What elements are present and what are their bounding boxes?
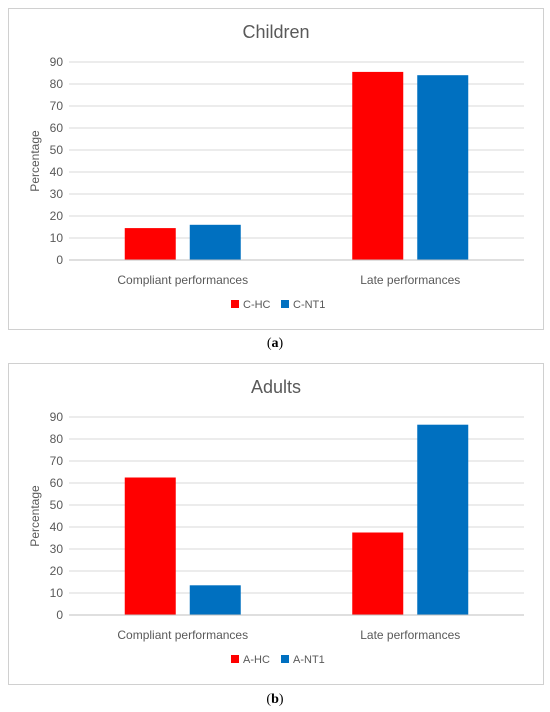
- y-tick-label: 90: [50, 410, 64, 424]
- chart-title: Adults: [251, 377, 301, 397]
- y-axis-label: Percentage: [28, 130, 42, 192]
- y-tick-label: 60: [50, 476, 64, 490]
- x-category-label: Compliant performances: [117, 273, 248, 287]
- legend-label: A-HC: [243, 654, 270, 666]
- y-tick-label: 60: [50, 121, 64, 135]
- y-tick-label: 20: [50, 209, 64, 223]
- bar-c-nt1-0: [189, 224, 241, 260]
- y-tick-label: 30: [50, 542, 64, 556]
- legend-swatch-c-nt1: [281, 300, 289, 308]
- caption-b: (b): [266, 692, 284, 707]
- y-tick-label: 30: [50, 187, 64, 201]
- chart-children: Children 0 10 20 30 40 50 60 70 80 90 Percentage Com…: [28, 22, 524, 311]
- bar-a-hc-0: [124, 477, 176, 615]
- caption-a: (a): [266, 336, 284, 351]
- y-tick-label: 40: [50, 165, 64, 179]
- x-category-label: Compliant performances: [117, 628, 248, 642]
- y-tick-label: 80: [50, 432, 64, 446]
- bar-c-nt1-1: [417, 75, 469, 260]
- x-category-label: Late performances: [360, 273, 460, 287]
- chart-panel-adults: Adults 0 10 20 30 40 50 60 70 80 90 Percentage Compl…: [8, 363, 544, 685]
- y-tick-label: 50: [50, 143, 64, 157]
- bar-c-hc-1: [352, 71, 404, 261]
- y-tick-label: 10: [50, 586, 64, 600]
- legend-swatch-a-nt1: [281, 655, 289, 663]
- chart-adults: Adults 0 10 20 30 40 50 60 70 80 90 Percentage Compl…: [28, 377, 524, 666]
- y-tick-label: 0: [56, 253, 63, 267]
- bar-c-hc-0: [124, 228, 176, 260]
- legend-label: A-NT1: [293, 654, 325, 666]
- bar-a-hc-1: [352, 532, 404, 615]
- y-axis-label: Percentage: [28, 485, 42, 547]
- y-tick-label: 0: [56, 608, 63, 622]
- caption-a-letter: a: [271, 336, 279, 351]
- y-tick-label: 40: [50, 520, 64, 534]
- caption-b-letter: b: [271, 692, 279, 707]
- legend-swatch-a-hc: [231, 655, 239, 663]
- y-tick-label: 70: [50, 454, 64, 468]
- y-tick-label: 50: [50, 498, 64, 512]
- chart-panel-children: Children 0 10 20 30 40 50 60 70 80 90 Percentage Com…: [8, 8, 544, 330]
- legend-label: C-HC: [243, 299, 271, 311]
- x-category-label: Late performances: [360, 628, 460, 642]
- legend-swatch-c-hc: [231, 300, 239, 308]
- y-tick-label: 70: [50, 99, 64, 113]
- bar-a-nt1-1: [417, 424, 469, 615]
- y-tick-label: 10: [50, 231, 64, 245]
- y-tick-label: 80: [50, 77, 64, 91]
- legend-label: C-NT1: [293, 299, 325, 311]
- bar-a-nt1-0: [189, 585, 241, 615]
- y-tick-label: 20: [50, 564, 64, 578]
- chart-title: Children: [242, 22, 309, 42]
- y-tick-label: 90: [50, 55, 64, 69]
